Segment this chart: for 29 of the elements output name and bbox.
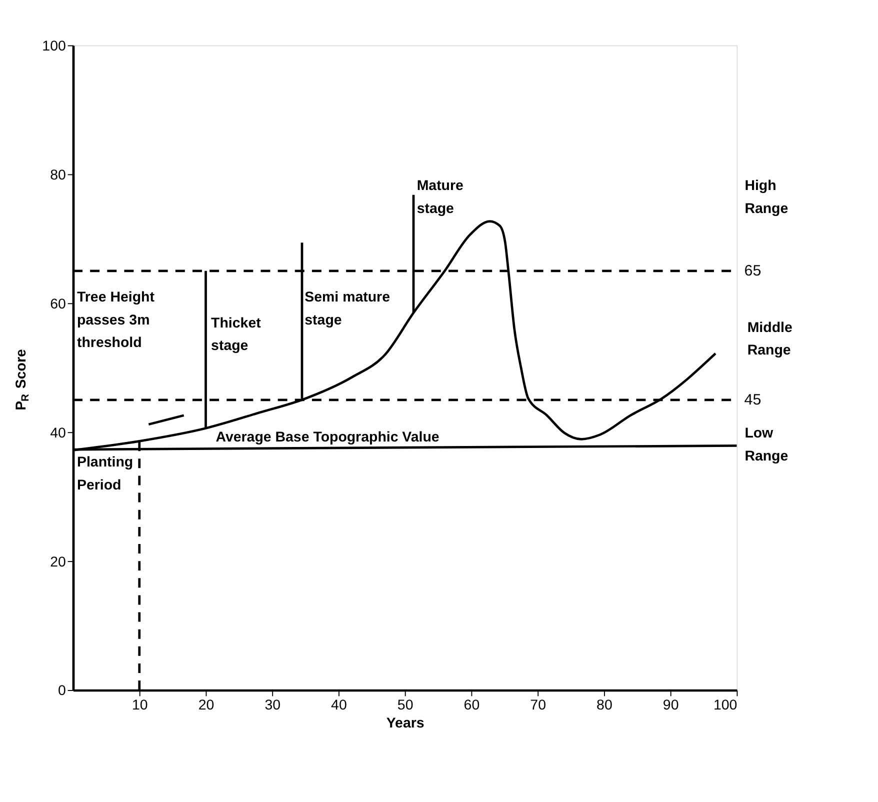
annotation: Planting Period	[76, 454, 134, 494]
x-tick-label: 70	[530, 697, 546, 714]
text: Middle Range	[747, 320, 792, 359]
x-tick-label: 60	[464, 697, 480, 714]
y-axis-title: PR Score	[14, 349, 32, 410]
text: Low Range	[744, 426, 788, 464]
annotation: Semi mature stage	[304, 290, 390, 328]
x-tick-label: 50	[397, 697, 414, 714]
x-tick-label: 20	[198, 697, 214, 714]
x-tick-label: 100	[713, 697, 738, 714]
annotation: Average Base Topographic Value	[216, 430, 440, 446]
x-tick-label: 30	[264, 697, 281, 714]
text: High Range	[744, 178, 788, 217]
y-tick-label: 80	[50, 167, 66, 184]
annotation: Tree Height passes 3m threshold	[76, 290, 155, 352]
x-tick-label: 80	[596, 697, 612, 714]
x-tick-label: 10	[132, 697, 148, 714]
y-tick-label: 0	[58, 683, 66, 700]
ref-line-label: 65	[744, 262, 762, 280]
x-tick-label: 40	[331, 697, 347, 714]
annotation: Mature stage	[416, 178, 464, 217]
x-axis-title: Years	[386, 715, 424, 732]
y-tick-label: 100	[42, 38, 66, 54]
x-tick-label: 90	[662, 697, 679, 714]
y-tick-label: 40	[50, 425, 66, 442]
y-tick-label: 60	[50, 296, 66, 312]
annotation: Thicket stage	[211, 315, 262, 354]
ref-line-label: 45	[744, 392, 762, 409]
y-tick-label: 20	[50, 554, 66, 570]
